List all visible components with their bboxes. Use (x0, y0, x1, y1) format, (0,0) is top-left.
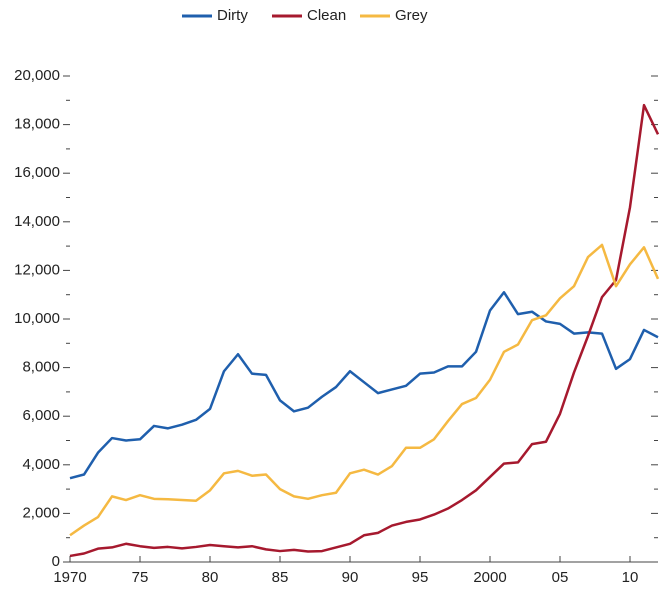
y-tick-label: 8,000 (22, 359, 60, 376)
line-series (69, 291, 659, 480)
y-tick-label: 16,000 (14, 164, 60, 181)
y-tick-label: 20,000 (14, 67, 60, 84)
y-tick-label: 0 (52, 553, 60, 570)
x-tick-label: 10 (622, 569, 639, 586)
y-tick-label: 10,000 (14, 310, 60, 327)
line-series (69, 103, 660, 558)
x-tick-label: 80 (202, 569, 219, 586)
x-tick-label: 95 (412, 569, 429, 586)
legend-label: Dirty (217, 7, 248, 24)
y-tick-label: 18,000 (14, 116, 60, 133)
x-tick-label: 2000 (473, 569, 506, 586)
x-tick-label: 05 (552, 569, 569, 586)
x-tick-label: 90 (342, 569, 359, 586)
y-tick-label: 12,000 (14, 261, 60, 278)
legend-label: Clean (307, 7, 346, 24)
x-tick-label: 1970 (53, 569, 86, 586)
y-tick-label: 2,000 (22, 504, 60, 521)
y-tick-label: 6,000 (22, 407, 60, 424)
x-tick-label: 85 (272, 569, 289, 586)
y-tick-label: 4,000 (22, 456, 60, 473)
line-series (69, 243, 660, 537)
x-tick-label: 75 (132, 569, 149, 586)
legend-label: Grey (395, 7, 428, 24)
y-tick-label: 14,000 (14, 213, 60, 230)
